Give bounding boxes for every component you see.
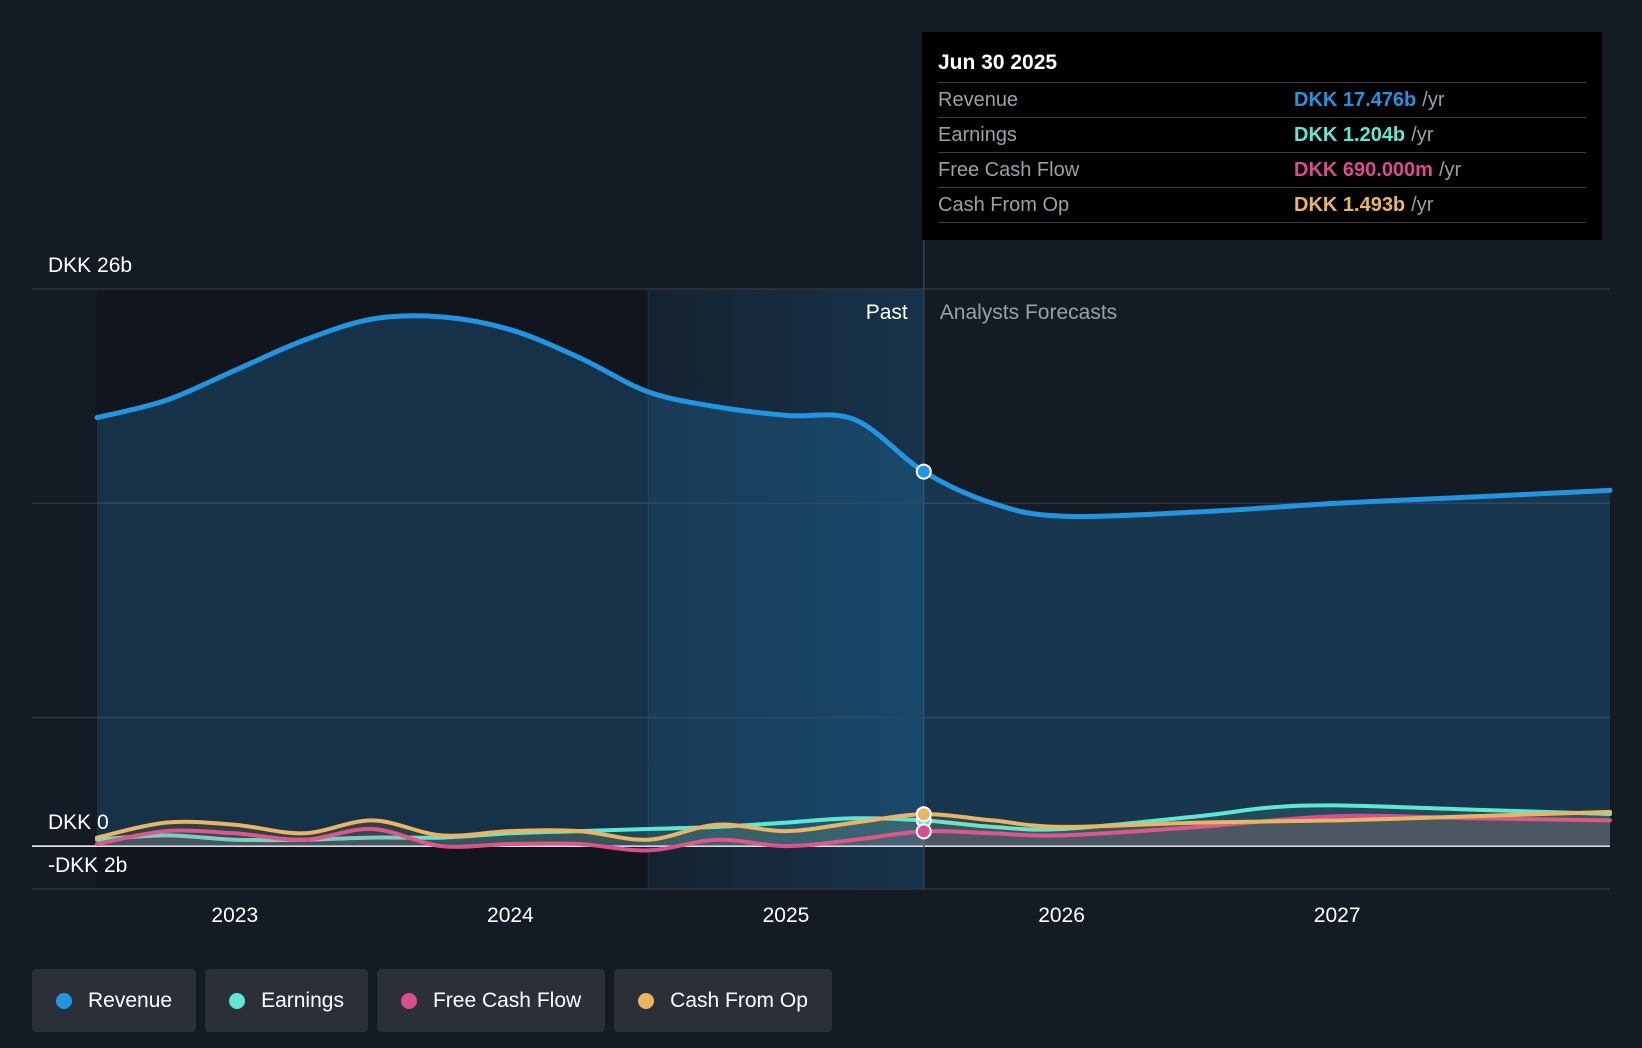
cfo-marker: [915, 806, 932, 823]
tooltip-value: DKK 17.476b: [1294, 89, 1417, 111]
revenue-line: [94, 313, 1613, 519]
tooltip-label: Cash From Op: [938, 194, 1070, 216]
tooltip-row-cfo: Cash From Op DKK 1.493b /yr: [938, 187, 1586, 223]
x-tick-label: 2023: [211, 904, 258, 927]
legend-label: Revenue: [88, 988, 173, 1012]
tooltip-unit: /yr: [1411, 124, 1434, 146]
tooltip-row-revenue: Revenue DKK 17.476b /yr: [938, 82, 1586, 117]
cfo-area: [97, 811, 1610, 847]
legend-item-revenue[interactable]: Revenue: [32, 969, 197, 1032]
y-bottom-label: -DKK 2b: [48, 854, 127, 877]
revenue-dot-icon: [56, 992, 72, 1009]
legend-label: Cash From Op: [670, 988, 808, 1012]
tooltip-row-fcf: Free Cash Flow DKK 690.000m /yr: [938, 152, 1586, 187]
tooltip-value: DKK 1.204b: [1294, 124, 1406, 146]
financial-chart: DKK 26b DKK 0 -DKK 2b Past Analysts Forecast…: [32, 240, 1613, 927]
legend-item-earnings[interactable]: Earnings: [205, 969, 368, 1032]
tooltip-value: DKK 1.493b: [1294, 194, 1406, 216]
fcf-dot-icon: [400, 992, 417, 1009]
x-tick-label: 2024: [487, 904, 534, 927]
tooltip-date: Jun 30 2025: [938, 51, 1058, 74]
cfo-dot-icon: [638, 992, 655, 1009]
y-top-label: DKK 26b: [48, 254, 132, 277]
tooltip-value: DKK 690.000m: [1294, 159, 1433, 181]
tooltip-label: Revenue: [938, 89, 1019, 111]
past-label: Past: [866, 301, 908, 324]
past-year-highlight: [648, 289, 924, 889]
axis-labels: DKK 26b DKK 0 -DKK 2b Past Analysts Forecast…: [48, 254, 1361, 927]
tooltip-label: Free Cash Flow: [938, 159, 1080, 181]
x-tick-label: 2027: [1314, 904, 1361, 927]
tooltip-unit: /yr: [1411, 194, 1434, 216]
revenue-area: [97, 315, 1610, 847]
revenue-marker: [915, 463, 932, 480]
legend-label: Free Cash Flow: [432, 988, 582, 1012]
hover-markers: [915, 463, 932, 840]
tooltip-unit: /yr: [1422, 89, 1445, 111]
tooltip-panel: Jun 30 2025 Revenue DKK 17.476b /yr Earn…: [922, 32, 1602, 240]
x-tick-label: 2026: [1038, 904, 1085, 927]
chart-background: [97, 289, 924, 889]
tooltip-label: Earnings: [938, 124, 1017, 146]
y-zero-label: DKK 0: [48, 811, 109, 834]
series-lines: [94, 313, 1613, 853]
legend: Revenue Earnings Free Cash Flow Cash Fro…: [32, 969, 832, 1032]
legend-item-cfo[interactable]: Cash From Op: [614, 969, 832, 1032]
legend-label: Earnings: [261, 988, 344, 1012]
x-tick-label: 2025: [763, 904, 810, 927]
cfo-line: [95, 809, 1612, 842]
tooltip-unit: /yr: [1438, 159, 1462, 181]
fcf-marker: [915, 823, 932, 840]
earnings-dot-icon: [229, 992, 246, 1009]
legend-item-fcf[interactable]: Free Cash Flow: [376, 969, 606, 1032]
tooltip-row-earnings: Earnings DKK 1.204b /yr: [938, 117, 1586, 152]
forecast-label: Analysts Forecasts: [940, 301, 1117, 324]
